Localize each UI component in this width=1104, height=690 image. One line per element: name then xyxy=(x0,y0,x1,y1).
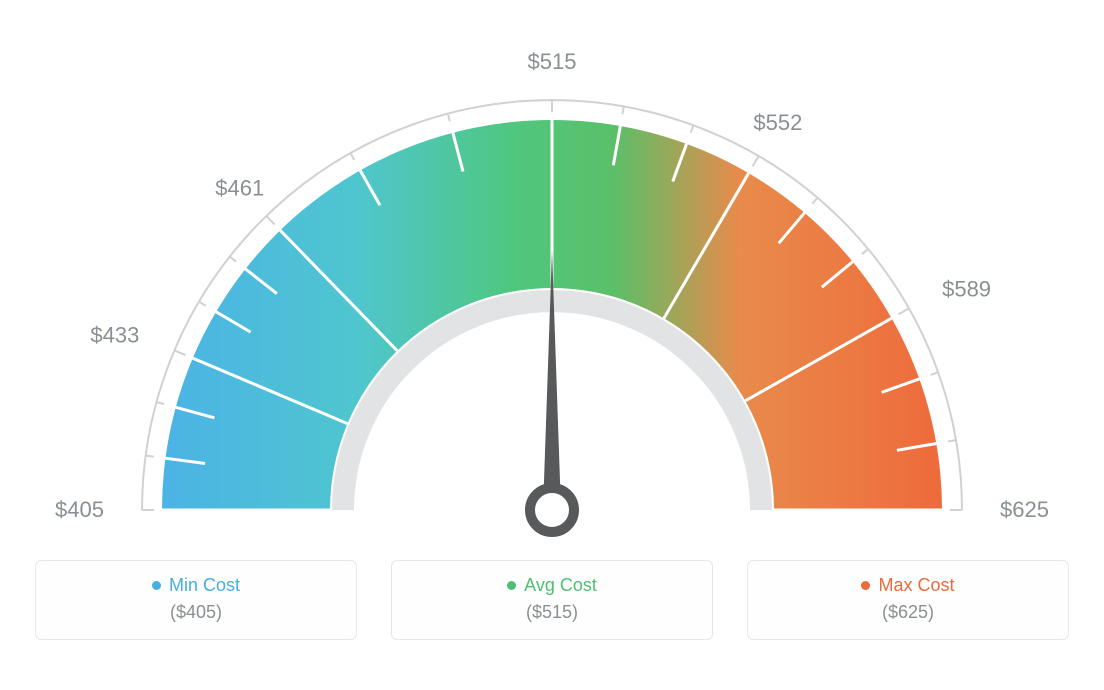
legend-row: Min Cost ($405) Avg Cost ($515) Max Cost… xyxy=(0,560,1104,660)
legend-value-min: ($405) xyxy=(46,602,346,623)
svg-text:$589: $589 xyxy=(942,277,991,302)
legend-label-min: Min Cost xyxy=(169,575,240,596)
legend-label-max: Max Cost xyxy=(878,575,954,596)
legend-dot-max xyxy=(861,581,870,590)
legend-dot-avg xyxy=(507,581,516,590)
legend-dot-min xyxy=(152,581,161,590)
legend-value-max: ($625) xyxy=(758,602,1058,623)
gauge-svg: $405 $433 $461 $515 $552 $589 $625 xyxy=(0,0,1104,560)
legend-card-min: Min Cost ($405) xyxy=(35,560,357,640)
legend-label-avg: Avg Cost xyxy=(524,575,597,596)
legend-card-max: Max Cost ($625) xyxy=(747,560,1069,640)
legend-title-max: Max Cost xyxy=(758,575,1058,596)
svg-text:$515: $515 xyxy=(528,49,577,74)
svg-text:$461: $461 xyxy=(215,176,264,201)
svg-text:$552: $552 xyxy=(753,110,802,135)
legend-title-min: Min Cost xyxy=(46,575,346,596)
legend-title-avg: Avg Cost xyxy=(402,575,702,596)
legend-card-avg: Avg Cost ($515) xyxy=(391,560,713,640)
gauge-chart: $405 $433 $461 $515 $552 $589 $625 xyxy=(0,0,1104,560)
svg-text:$405: $405 xyxy=(55,497,104,522)
svg-text:$625: $625 xyxy=(1000,497,1049,522)
legend-value-avg: ($515) xyxy=(402,602,702,623)
svg-text:$433: $433 xyxy=(90,323,139,348)
